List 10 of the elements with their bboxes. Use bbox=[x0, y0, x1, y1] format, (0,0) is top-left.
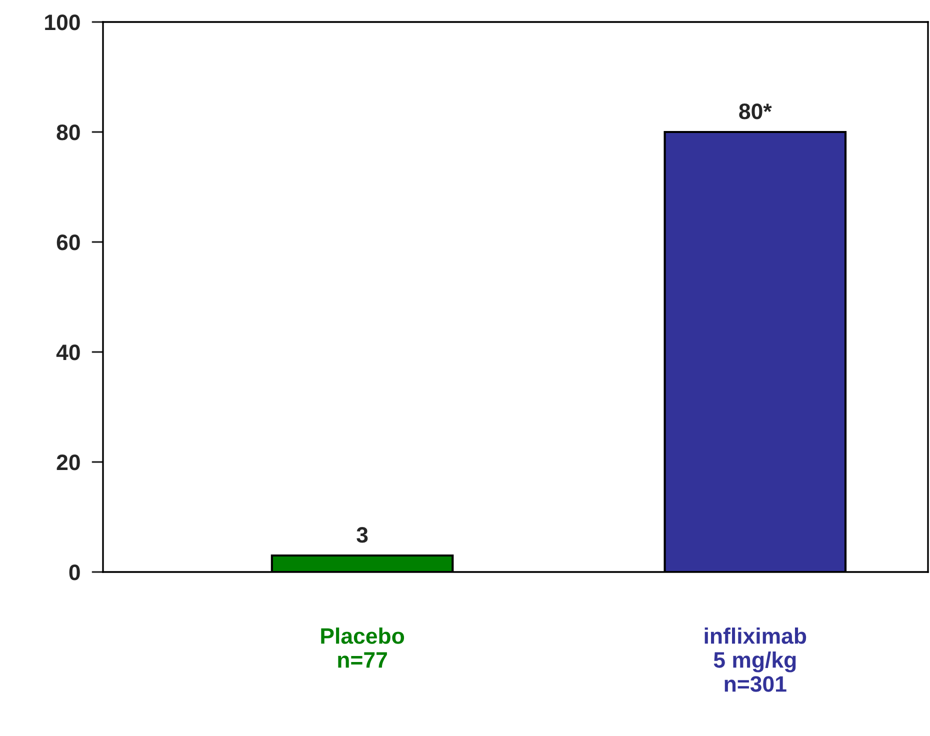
y-tick-label: 100 bbox=[45, 14, 80, 30]
data-label: 3 bbox=[356, 527, 368, 543]
y-tick-label: 40 bbox=[56, 344, 80, 360]
y-tick-label: 60 bbox=[56, 234, 80, 250]
x-tick-label: infliximab 5 mg/kg n=301 bbox=[704, 628, 806, 692]
data-label: 80* bbox=[739, 104, 772, 120]
y-tick-label: 20 bbox=[56, 454, 80, 470]
y-tick-label: 80 bbox=[56, 124, 80, 140]
y-tick-label: 0 bbox=[69, 564, 80, 580]
x-tick-label: Placebo n=77 bbox=[321, 628, 404, 668]
